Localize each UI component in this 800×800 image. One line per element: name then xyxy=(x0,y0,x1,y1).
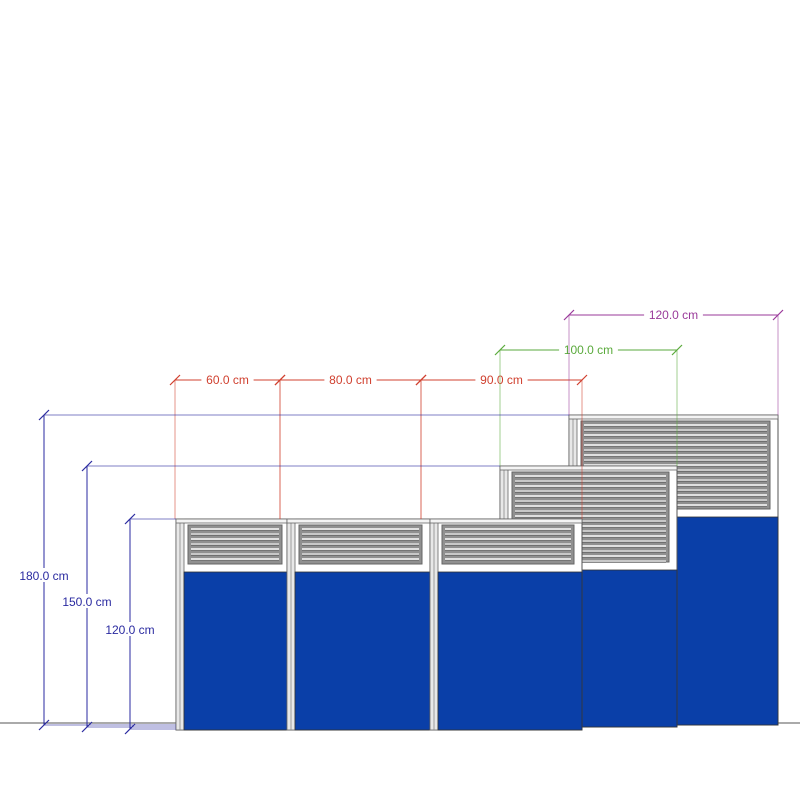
louver-slat xyxy=(445,558,571,561)
louver-slat xyxy=(302,558,419,561)
louver-slat xyxy=(445,543,571,546)
dimension-tick xyxy=(81,721,93,733)
louver-slat xyxy=(515,480,666,483)
louver-slat xyxy=(302,538,419,541)
fabric-panel xyxy=(183,571,291,731)
louver-slat xyxy=(191,558,279,561)
louver-slat xyxy=(584,464,767,467)
louver-slat xyxy=(515,520,666,523)
louver-slat xyxy=(515,530,666,533)
louver-slat xyxy=(191,533,279,536)
louver-slat xyxy=(515,505,666,508)
label-bg xyxy=(14,568,74,582)
label-bg xyxy=(644,308,703,322)
louver-slat xyxy=(191,543,279,546)
louver-slat xyxy=(191,528,279,531)
label-bg xyxy=(201,373,254,387)
louver-slat xyxy=(584,439,767,442)
louver-slat xyxy=(584,454,767,457)
louver-slat xyxy=(515,485,666,488)
dimension-tick xyxy=(494,344,506,356)
dimension-tick xyxy=(274,374,286,386)
louver-slat xyxy=(515,540,666,543)
louver-slat xyxy=(515,495,666,498)
dimension-label: 90.0 cm xyxy=(480,373,523,387)
louver-slat xyxy=(584,424,767,427)
louver-slat xyxy=(302,548,419,551)
label-bg xyxy=(559,343,618,357)
louver-slat xyxy=(191,553,279,556)
louver-slat xyxy=(302,553,419,556)
dimension-tick xyxy=(415,374,427,386)
louver-slat xyxy=(191,548,279,551)
louver-slat xyxy=(515,525,666,528)
dimension-label: 180.0 cm xyxy=(19,569,68,583)
partition-panel xyxy=(286,518,431,731)
louver-slat xyxy=(445,538,571,541)
panel-top-rail xyxy=(286,518,431,524)
louver-slat xyxy=(191,538,279,541)
louver-slat xyxy=(302,528,419,531)
dimension-tick xyxy=(38,409,50,421)
louver-slat xyxy=(302,543,419,546)
louver-slat xyxy=(584,434,767,437)
dimension-label: 80.0 cm xyxy=(329,373,372,387)
label-bg xyxy=(100,622,160,636)
louver-slat xyxy=(515,510,666,513)
dimension-tick xyxy=(38,719,50,731)
dimension-label: 60.0 cm xyxy=(206,373,249,387)
louver-slat xyxy=(515,490,666,493)
dimension-tick xyxy=(671,344,683,356)
dimension-label: 150.0 cm xyxy=(62,595,111,609)
louver-slat xyxy=(515,560,666,563)
fabric-panel xyxy=(437,571,583,731)
louver-slat xyxy=(302,533,419,536)
louver-slat xyxy=(515,535,666,538)
label-bg xyxy=(475,373,528,387)
louver-slat xyxy=(584,449,767,452)
louver-slat xyxy=(445,548,571,551)
dimension-tick xyxy=(576,374,588,386)
dimension-tick xyxy=(563,309,575,321)
label-bg xyxy=(324,373,377,387)
louver-slat xyxy=(515,475,666,478)
dimension-label: 120.0 cm xyxy=(649,308,698,322)
panel-top-rail xyxy=(499,465,678,471)
dimension-label: 120.0 cm xyxy=(105,623,154,637)
panel-top-rail xyxy=(568,414,779,420)
louver-slat xyxy=(445,553,571,556)
louver-slat xyxy=(584,459,767,462)
dimension-tick xyxy=(124,723,136,735)
louver-slat xyxy=(584,429,767,432)
dimension-label: 100.0 cm xyxy=(564,343,613,357)
louver-slat xyxy=(515,555,666,558)
louver-slat xyxy=(445,533,571,536)
label-bg xyxy=(57,594,117,608)
louver-slat xyxy=(445,528,571,531)
louver-slat xyxy=(515,515,666,518)
louver-slat xyxy=(515,550,666,553)
louver-slat xyxy=(584,444,767,447)
panel-top-rail xyxy=(175,518,291,524)
louver-slat xyxy=(515,545,666,548)
dimension-tick xyxy=(124,513,136,525)
partition-panel xyxy=(429,518,583,731)
dimension-tick xyxy=(772,309,784,321)
louver-slat xyxy=(515,500,666,503)
partition-panel xyxy=(175,518,291,731)
dimension-tick xyxy=(81,460,93,472)
fabric-panel xyxy=(294,571,431,731)
dimension-tick xyxy=(169,374,181,386)
panel-top-rail xyxy=(429,518,583,524)
